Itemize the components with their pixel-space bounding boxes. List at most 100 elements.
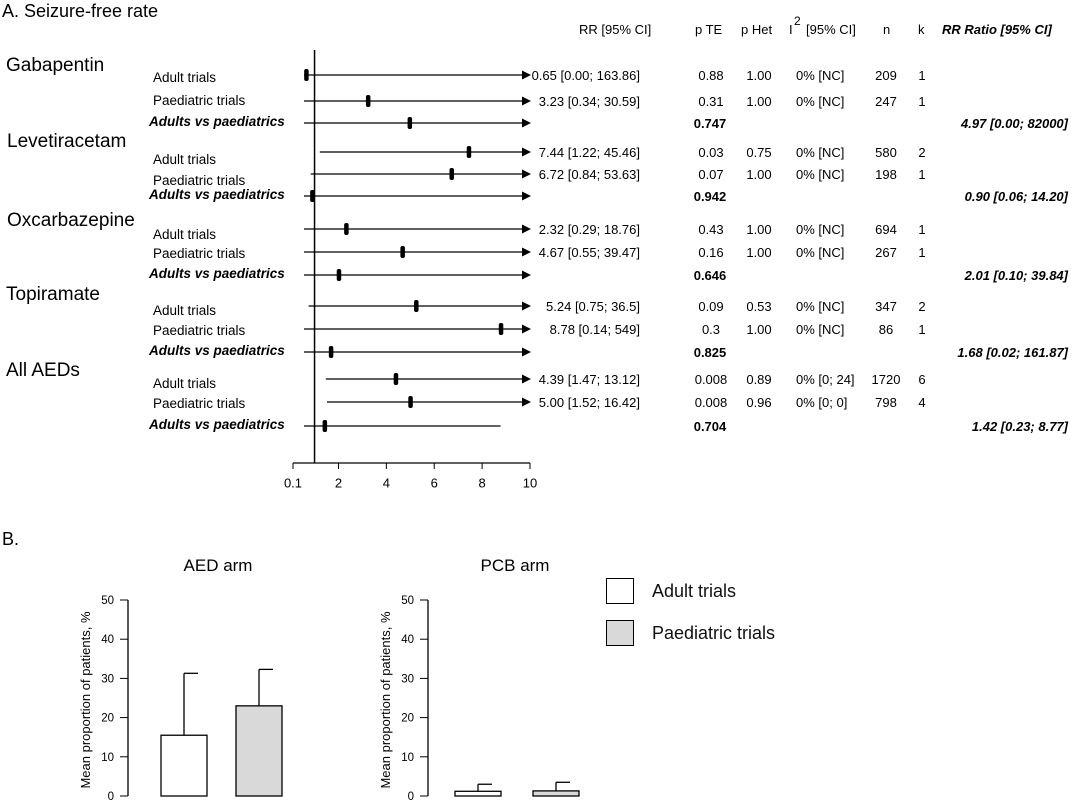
i2-value: 0% [NC] xyxy=(796,145,844,160)
forest-x-tick-label: 10 xyxy=(523,476,537,491)
drug-name: Levetiracetam xyxy=(7,131,126,152)
i2-value: 0% [0; 24] xyxy=(796,372,855,387)
rr-ci-value: 2.32 [0.29; 18.76] xyxy=(539,222,640,237)
forest-x-tick-label: 4 xyxy=(383,476,390,491)
drug-name: Gabapentin xyxy=(6,55,104,76)
y-tick-label: 50 xyxy=(401,595,414,607)
header-k: k xyxy=(918,22,925,37)
comparison-label: Adults vs paediatrics xyxy=(148,266,285,281)
legend-label-paediatric: Paediatric trials xyxy=(652,622,776,643)
p-te-value: 0.03 xyxy=(698,145,723,160)
rr-ratio-value: 0.90 [0.06; 14.20] xyxy=(965,189,1069,204)
ci-arrow xyxy=(522,301,531,311)
comparison-label: Adults vs paediatrics xyxy=(148,187,285,202)
point-estimate xyxy=(304,69,309,81)
i2-value: 0% [NC] xyxy=(796,299,844,314)
point-estimate xyxy=(365,95,371,107)
k-value: 2 xyxy=(918,299,925,314)
k-value: 1 xyxy=(918,322,925,337)
y-tick-label: 20 xyxy=(401,713,414,725)
p-te-value: 0.88 xyxy=(698,68,723,83)
header-n: n xyxy=(883,22,890,37)
bar xyxy=(235,705,283,797)
header-i2: I xyxy=(789,22,793,37)
y-tick-label: 10 xyxy=(101,752,114,764)
point-estimate xyxy=(466,146,472,158)
row-label: Adult trials xyxy=(153,152,216,167)
i2-value: 0% [NC] xyxy=(796,222,844,237)
n-value: 209 xyxy=(875,68,897,83)
k-value: 1 xyxy=(918,245,925,260)
n-value: 198 xyxy=(875,167,897,182)
point-estimate xyxy=(328,346,334,358)
row-label: Adult trials xyxy=(153,303,216,318)
ci-arrow xyxy=(522,347,531,357)
p-het-value: 1.00 xyxy=(746,167,771,182)
n-value: 247 xyxy=(875,94,897,109)
p-te-value: 0.07 xyxy=(698,167,723,182)
drug-name: Oxcarbazepine xyxy=(7,210,135,231)
p-het-value: 0.89 xyxy=(746,372,771,387)
chart-title: AED arm xyxy=(184,556,253,575)
panel-a-title: A. Seizure-free rate xyxy=(2,1,158,21)
k-value: 6 xyxy=(918,372,925,387)
rr-ratio-value: 4.97 [0.00; 82000] xyxy=(960,116,1069,131)
header-i2-superscript: 2 xyxy=(794,14,801,28)
header-p-het: p Het xyxy=(741,22,772,37)
p-te-value: 0.16 xyxy=(698,245,723,260)
legend-label-adult: Adult trials xyxy=(652,580,737,601)
y-tick-label: 40 xyxy=(401,634,414,646)
k-value: 1 xyxy=(918,222,925,237)
comparison-label: Adults vs paediatrics xyxy=(148,343,285,358)
comparison-p-te: 0.704 xyxy=(694,419,727,434)
n-value: 798 xyxy=(875,395,897,410)
bar-chart-pcb-arm: PCB arm 50 40 30 20 10 0 Mean proportion of pat… xyxy=(378,556,580,800)
k-value: 4 xyxy=(918,395,925,410)
comparison-p-te: 0.646 xyxy=(694,268,727,283)
p-te-value: 0.43 xyxy=(698,222,723,237)
forest-plot: 0.1 2 4 6 8 10 Gabapentin Adult trials 0.65 [0.0… xyxy=(6,50,1069,491)
y-tick-label: 30 xyxy=(101,673,114,685)
p-te-value: 0.008 xyxy=(695,372,728,387)
ci-arrow xyxy=(522,70,531,80)
ci-arrow xyxy=(522,247,531,257)
row-label: Adult trials xyxy=(153,227,216,242)
panel-b-title: B. xyxy=(2,529,19,549)
p-het-value: 0.53 xyxy=(746,299,771,314)
forest-x-tick-label: 6 xyxy=(431,476,438,491)
row-label: Paediatric trials xyxy=(153,173,246,188)
y-axis-label: Mean proportion of patients, % xyxy=(378,611,393,788)
forest-x-tick-label: 2 xyxy=(335,476,342,491)
i2-value: 0% [NC] xyxy=(796,167,844,182)
comparison-label: Adults vs paediatrics xyxy=(148,417,285,432)
rr-ci-value: 8.78 [0.14; 549] xyxy=(550,322,640,337)
p-het-value: 1.00 xyxy=(746,222,771,237)
row-label: Adult trials xyxy=(153,70,216,85)
p-te-value: 0.09 xyxy=(698,299,723,314)
point-estimate xyxy=(400,246,405,258)
rr-ratio-value: 1.42 [0.23; 8.77] xyxy=(972,419,1069,434)
point-estimate xyxy=(414,300,419,312)
chart-title: PCB arm xyxy=(481,556,550,575)
forest-x-tick-label: 8 xyxy=(479,476,486,491)
p-het-value: 0.96 xyxy=(746,395,771,410)
n-value: 694 xyxy=(875,222,897,237)
k-value: 1 xyxy=(918,94,925,109)
row-label: Paediatric trials xyxy=(153,246,246,261)
n-value: 347 xyxy=(875,299,897,314)
p-het-value: 1.00 xyxy=(746,245,771,260)
i2-value: 0% [NC] xyxy=(796,245,844,260)
row-label: Paediatric trials xyxy=(153,93,246,108)
point-estimate xyxy=(393,373,399,385)
forest-x-tick-label: 0.1 xyxy=(284,476,302,491)
legend-swatch-adult xyxy=(606,578,634,604)
k-value: 2 xyxy=(918,145,925,160)
y-tick-label: 20 xyxy=(101,713,114,725)
ci-arrow xyxy=(522,169,531,179)
point-estimate xyxy=(344,223,349,235)
legend-item-paediatric: Paediatric trials xyxy=(606,620,775,646)
y-axis-label: Mean proportion of patients, % xyxy=(78,611,93,788)
point-estimate xyxy=(498,323,504,335)
ci-arrow xyxy=(522,397,531,407)
